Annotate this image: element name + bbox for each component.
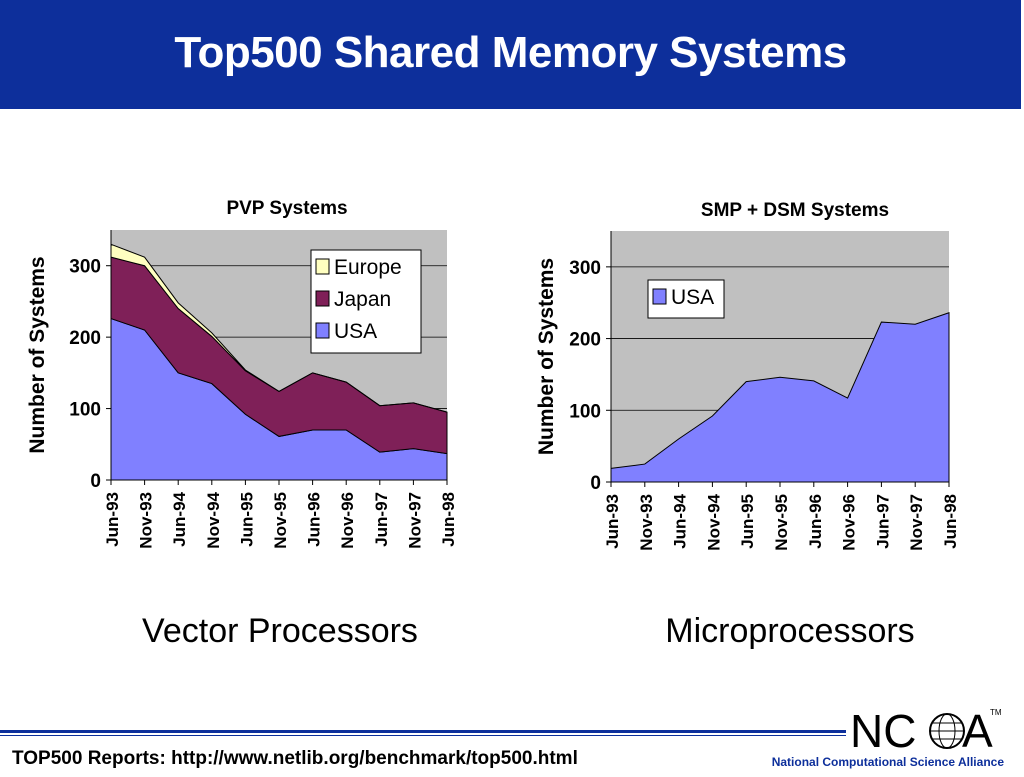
y-tick-label: 100 xyxy=(69,400,101,421)
y-tick-label: 0 xyxy=(90,471,101,492)
footer-divider xyxy=(0,730,846,733)
y-tick-label: 300 xyxy=(69,257,101,278)
chart-0: 0 100 200 300 Jun-93 Nov-93 Jun-94 Nov-94 Jun-95… xyxy=(26,198,458,549)
x-tick-label: Jun-96 xyxy=(806,494,825,549)
chart-title: SMP + DSM Systems xyxy=(701,200,889,221)
x-tick-label: Nov-94 xyxy=(204,491,223,548)
legend: Europe Japan USA xyxy=(310,249,422,354)
x-tick-label: Nov-93 xyxy=(137,492,156,549)
legend-label-usa: USA xyxy=(334,320,377,343)
logo-tm: TM xyxy=(990,708,1002,717)
right-caption: Microprocessors xyxy=(665,612,915,650)
globe-icon xyxy=(929,713,965,749)
x-tick-label: Jun-97 xyxy=(873,494,892,549)
legend-swatch-usa xyxy=(652,288,667,305)
logo-text-right: A xyxy=(962,705,993,753)
x-tick-label: Jun-98 xyxy=(439,492,458,547)
legend-label-usa: USA xyxy=(671,286,714,309)
x-tick-label: Jun-93 xyxy=(603,494,622,549)
x-tick-label: Nov-97 xyxy=(405,492,424,549)
legend-swatch-usa xyxy=(315,322,330,339)
y-tick-label: 200 xyxy=(569,330,601,351)
footer-divider-thin xyxy=(0,735,846,736)
legend-label-japan: Japan xyxy=(334,288,391,311)
x-tick-label: Jun-98 xyxy=(941,494,960,549)
x-tick-label: Jun-94 xyxy=(170,491,189,546)
chart-title: PVP Systems xyxy=(226,198,347,219)
x-tick-label: Jun-96 xyxy=(305,492,324,547)
x-tick-label: Jun-93 xyxy=(103,492,122,547)
legend-swatch-europe xyxy=(315,258,330,275)
x-tick-label: Jun-97 xyxy=(372,492,391,547)
x-tick-label: Nov-95 xyxy=(271,492,290,549)
legend-swatch-japan xyxy=(315,290,330,307)
x-tick-label: Jun-95 xyxy=(738,494,757,549)
x-tick-label: Jun-95 xyxy=(237,492,256,547)
x-tick-label: Nov-93 xyxy=(637,494,656,551)
y-tick-label: 100 xyxy=(569,401,601,422)
y-tick-label: 200 xyxy=(69,328,101,349)
y-axis-title: Number of Systems xyxy=(535,258,558,455)
area-europe xyxy=(110,243,448,413)
x-tick-label: Nov-96 xyxy=(338,492,357,549)
x-tick-label: Jun-94 xyxy=(671,493,690,548)
x-tick-label: Nov-95 xyxy=(772,494,791,551)
y-axis-title: Number of Systems xyxy=(26,256,49,453)
x-tick-label: Nov-96 xyxy=(840,494,859,551)
footer-org: National Computational Science Alliance xyxy=(771,755,1004,769)
x-tick-label: Nov-94 xyxy=(704,493,723,550)
legend: USA xyxy=(647,279,725,319)
y-tick-label: 300 xyxy=(569,258,601,279)
chart-1: 0 100 200 300 Jun-93 Nov-93 Jun-94 Nov-94 Jun-95… xyxy=(535,200,960,551)
footer-source: TOP500 Reports: http://www.netlib.org/be… xyxy=(12,748,578,769)
y-tick-label: 0 xyxy=(590,473,601,494)
title-banner: Top500 Shared Memory Systems xyxy=(0,0,1024,109)
logo-text-left: NC xyxy=(850,705,916,753)
ncsa-logo: NC A TM xyxy=(850,705,1002,753)
page-title: Top500 Shared Memory Systems xyxy=(174,28,847,77)
left-caption: Vector Processors xyxy=(142,612,418,650)
legend-label-europe: Europe xyxy=(334,256,402,279)
x-tick-label: Nov-97 xyxy=(907,494,926,551)
